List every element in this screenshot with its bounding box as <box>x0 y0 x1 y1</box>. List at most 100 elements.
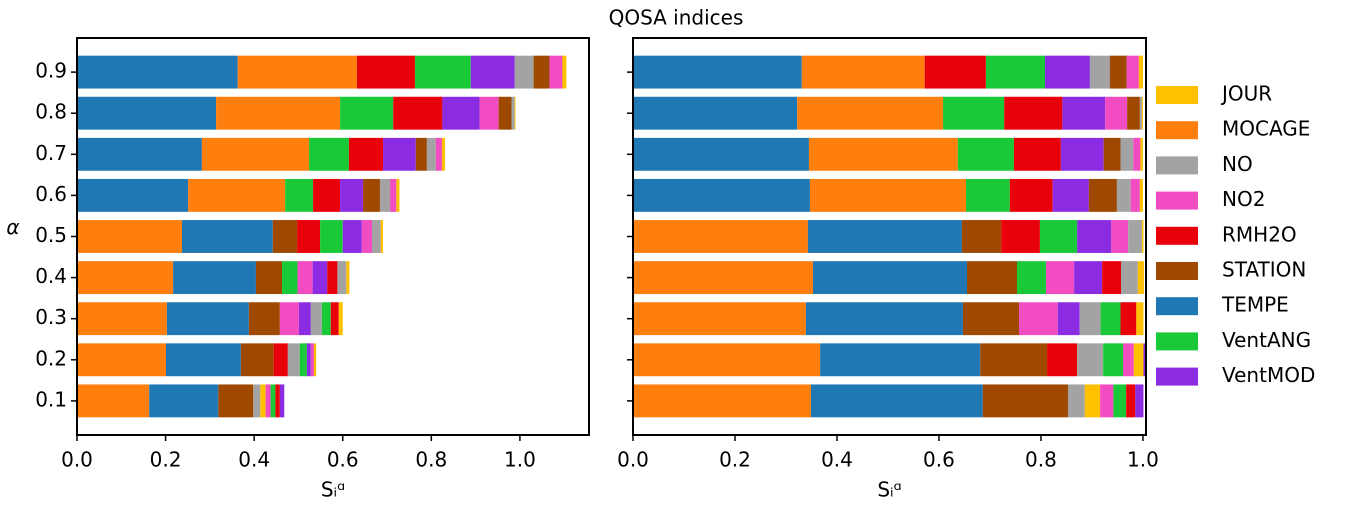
y-tick-label: 0.1 <box>35 387 67 411</box>
bar-segment <box>1039 220 1078 253</box>
bar-segment <box>441 137 446 171</box>
bar-segment <box>321 302 331 336</box>
bar-segment <box>1103 137 1121 171</box>
legend-swatch <box>1156 367 1198 386</box>
bar-segment <box>1141 96 1143 130</box>
bar-segment <box>1100 384 1114 418</box>
bar-segment <box>435 137 442 171</box>
bar-segment <box>201 137 310 171</box>
bar-segment <box>533 55 550 89</box>
bar-segment <box>633 343 821 377</box>
bar-segment <box>1102 261 1122 295</box>
x-axis-label: Sᵢᵅ <box>321 478 345 502</box>
bar-segment <box>965 178 1010 212</box>
bar-segment <box>820 343 981 377</box>
bar-segment <box>1116 178 1131 212</box>
bar-segment <box>943 96 1005 130</box>
bar-segment <box>1135 384 1144 418</box>
bar-segment <box>313 343 317 377</box>
legend-label: RMH2O <box>1222 222 1297 246</box>
bar-segment <box>77 220 182 253</box>
bar-segment <box>1047 343 1078 377</box>
bar-segment <box>255 261 283 295</box>
bar-segment <box>253 384 261 418</box>
bar-segment <box>924 55 986 89</box>
legend-label: STATION <box>1222 258 1306 282</box>
bar-segment <box>1109 55 1127 89</box>
legend-label: JOUR <box>1220 82 1272 106</box>
bar-segment <box>363 178 380 212</box>
bar-segment <box>633 261 814 295</box>
bar-segment <box>633 178 810 212</box>
bar-segment <box>633 55 802 89</box>
y-tick-label: 0.3 <box>35 305 67 329</box>
bar-segment <box>1128 220 1142 253</box>
bar-segment <box>633 384 811 418</box>
legend-swatch <box>1156 121 1198 140</box>
x-tick-label: 1.0 <box>504 448 536 472</box>
legend-label: NO <box>1222 152 1253 176</box>
bar-segment <box>361 220 372 253</box>
bar-segment <box>1089 55 1110 89</box>
bar-segment <box>1105 96 1128 130</box>
bar-segment <box>337 261 347 295</box>
legend-swatch <box>1156 226 1198 245</box>
bar-segment <box>77 343 167 377</box>
bar-segment <box>1079 302 1101 336</box>
bar-segment <box>1139 96 1142 130</box>
bar-segment <box>1060 137 1104 171</box>
bar-segment <box>1121 261 1138 295</box>
bar-segment <box>1141 220 1144 253</box>
bar-segment <box>807 220 962 253</box>
bar-segment <box>393 96 443 130</box>
bar-segment <box>1143 343 1146 377</box>
bar-segment <box>371 220 381 253</box>
x-tick-label: 1.0 <box>1127 448 1159 472</box>
bar-segment <box>396 178 400 212</box>
bar-segment <box>1004 96 1063 130</box>
legend-label: MOCAGE <box>1222 117 1310 141</box>
x-axis-label: Sᵢᵅ <box>877 478 901 502</box>
bar-segment <box>1084 384 1101 418</box>
bar-segment <box>380 220 384 253</box>
bar-segment <box>320 220 343 253</box>
y-tick-label: 0.9 <box>35 59 67 83</box>
bar-segment <box>312 261 328 295</box>
bar-segment <box>188 178 286 212</box>
bar-segment <box>77 384 150 418</box>
bar-segment <box>299 343 307 377</box>
bar-segment <box>330 302 339 336</box>
bar-segment <box>415 137 427 171</box>
bar-segment <box>633 96 798 130</box>
bar-segment <box>1130 178 1140 212</box>
bar-segment <box>327 261 338 295</box>
bar-segment <box>173 261 256 295</box>
bar-segment <box>1067 384 1085 418</box>
bar-segment <box>1120 137 1134 171</box>
bar-segment <box>498 96 512 130</box>
bar-segment <box>982 384 1068 418</box>
x-tick-label: 0.6 <box>923 448 955 472</box>
axes-frame <box>632 37 1147 436</box>
bar-segment <box>348 137 384 171</box>
legend-swatch <box>1156 262 1198 280</box>
legend-swatch <box>1156 332 1198 351</box>
bar-segment <box>342 220 362 253</box>
bar-segment <box>166 302 249 336</box>
bar-segment <box>1111 220 1129 253</box>
bar-segment <box>1127 96 1140 130</box>
bar-segment <box>1013 137 1061 171</box>
bar-segment <box>514 55 534 89</box>
bar-segment <box>77 261 174 295</box>
bar-segment <box>514 96 516 130</box>
bar-segment <box>166 343 241 377</box>
x-tick-label: 0.0 <box>61 448 93 472</box>
bar-segment <box>340 96 394 130</box>
bar-segment <box>237 55 357 89</box>
bar-segment <box>149 384 219 418</box>
y-tick-label: 0.8 <box>35 100 67 124</box>
bar-segment <box>77 302 167 336</box>
legend-swatch <box>1156 156 1198 175</box>
bar-segment <box>216 96 341 130</box>
bar-segment <box>1057 302 1080 336</box>
